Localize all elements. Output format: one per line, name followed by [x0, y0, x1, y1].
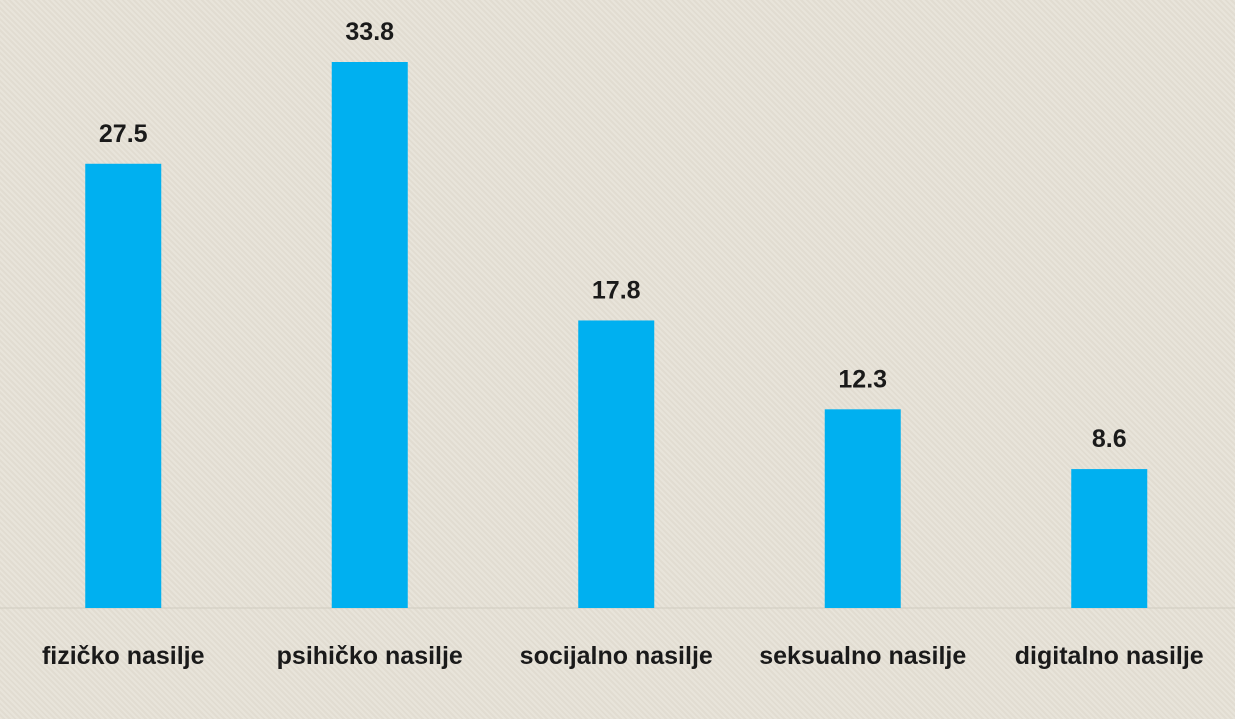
bar	[824, 409, 901, 608]
data-label: 17.8	[592, 276, 641, 304]
bar	[85, 163, 162, 608]
data-label: 8.6	[1092, 425, 1127, 453]
x-tick-label: psihičko nasilje	[276, 642, 463, 670]
x-tick-label: digitalno nasilje	[1014, 642, 1204, 670]
x-tick-label: fizičko nasilje	[41, 642, 205, 670]
bar	[331, 62, 408, 608]
data-label: 12.3	[838, 365, 887, 393]
x-tick-label: seksualno nasilje	[759, 642, 967, 670]
bar	[578, 320, 655, 608]
x-tick-label: socijalno nasilje	[519, 642, 713, 670]
data-label: 33.8	[345, 18, 394, 46]
data-label: 27.5	[99, 120, 148, 148]
bar	[1071, 469, 1148, 608]
